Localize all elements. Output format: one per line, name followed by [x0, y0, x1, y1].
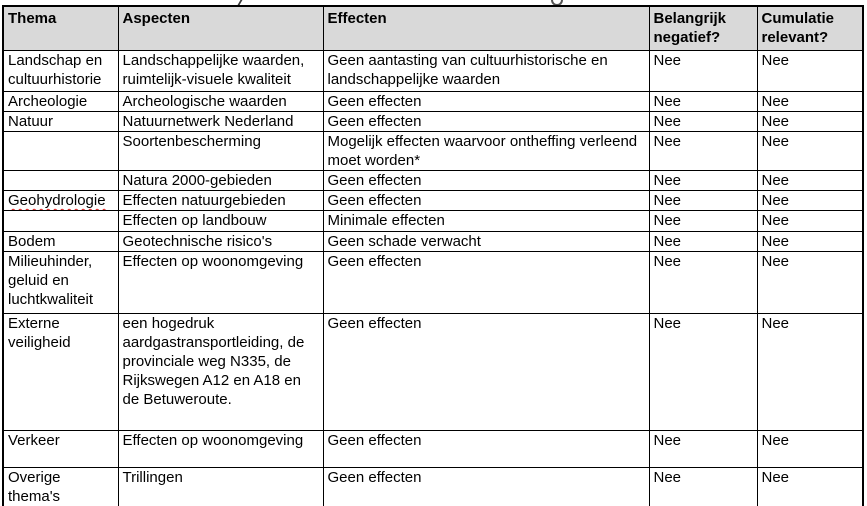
table-header-row: Thema Aspecten Effecten Belangrijk negat…	[2, 5, 864, 51]
cell-cumulatie: Nee	[756, 170, 864, 191]
table-row: Landschap en cultuurhistorie Landschappel…	[2, 50, 864, 92]
cell-aspecten: Effecten op woonomgeving	[117, 430, 324, 468]
cell-belangrijk: Nee	[648, 190, 758, 211]
cell-belangrijk: Nee	[648, 50, 758, 92]
column-header-effecten: Effecten	[322, 5, 650, 51]
cell-aspecten: Effecten op landbouw	[117, 210, 324, 232]
cell-belangrijk: Nee	[648, 210, 758, 232]
cell-aspecten: Effecten op woonomgeving	[117, 251, 324, 314]
cell-thema: Archeologie	[2, 91, 119, 112]
column-header-aspecten: Aspecten	[117, 5, 324, 51]
cell-aspecten: Trillingen	[117, 467, 324, 506]
table-row: Effecten op landbouw Minimale effecten Nee…	[2, 210, 864, 232]
table-row: Archeologie Archeologische waarden Geen ef…	[2, 91, 864, 112]
cell-cumulatie: Nee	[756, 50, 864, 92]
cell-effecten: Geen effecten	[322, 467, 650, 506]
column-header-cumulatie: Cumulatie relevant?	[756, 5, 864, 51]
cell-aspecten: Natura 2000-gebieden	[117, 170, 324, 191]
cell-belangrijk: Nee	[648, 430, 758, 468]
table-row: Bodem Geotechnische risico's Geen schade v…	[2, 231, 864, 252]
cell-aspecten: een hogedruk aardgastransportleiding, de…	[117, 313, 324, 431]
cell-belangrijk: Nee	[648, 131, 758, 171]
cell-thema: Landschap en cultuurhistorie	[2, 50, 119, 92]
cell-thema: Geohydrologie	[2, 190, 119, 211]
table-row: Overige thema's Trillingen Geen effecten Ne…	[2, 467, 864, 506]
cell-effecten: Geen effecten	[322, 251, 650, 314]
cell-belangrijk: Nee	[648, 91, 758, 112]
cell-aspecten: Natuurnetwerk Nederland	[117, 111, 324, 132]
cell-belangrijk: Nee	[648, 467, 758, 506]
cell-belangrijk: Nee	[648, 231, 758, 252]
cell-belangrijk: Nee	[648, 111, 758, 132]
cell-aspecten: Archeologische waarden	[117, 91, 324, 112]
cell-cumulatie: Nee	[756, 190, 864, 211]
cell-thema: Externe veiligheid	[2, 313, 119, 431]
cell-thema	[2, 210, 119, 232]
table-body: Landschap en cultuurhistorie Landschappel…	[2, 50, 864, 506]
spellchecked-word: Geohydrologie	[8, 192, 106, 209]
cell-cumulatie: Nee	[756, 430, 864, 468]
table-row: Externe veiligheid een hogedruk aardgastr…	[2, 313, 864, 431]
cell-aspecten: Geotechnische risico's	[117, 231, 324, 252]
cell-aspecten: Effecten natuurgebieden	[117, 190, 324, 211]
cell-effecten: Geen effecten	[322, 313, 650, 431]
cell-cumulatie: Nee	[756, 91, 864, 112]
cell-thema: Bodem	[2, 231, 119, 252]
cell-effecten: Geen effecten	[322, 430, 650, 468]
cell-cumulatie: Nee	[756, 231, 864, 252]
cell-effecten: Geen effecten	[322, 190, 650, 211]
table-row: Milieuhinder, geluid en luchtkwaliteit Ef…	[2, 251, 864, 314]
effects-summary-table: Thema Aspecten Effecten Belangrijk negat…	[2, 5, 864, 506]
cell-thema: Overige thema's	[2, 467, 119, 506]
cell-effecten: Geen effecten	[322, 111, 650, 132]
cell-thema: Verkeer	[2, 430, 119, 468]
cell-aspecten: Soortenbescherming	[117, 131, 324, 171]
cell-cumulatie: Nee	[756, 467, 864, 506]
cell-effecten: Mogelijk effecten waarvoor ontheffing ve…	[322, 131, 650, 171]
cell-aspecten: Landschappelijke waarden, ruimtelijk-vis…	[117, 50, 324, 92]
cell-cumulatie: Nee	[756, 251, 864, 314]
cell-belangrijk: Nee	[648, 251, 758, 314]
table-row: Verkeer Effecten op woonomgeving Geen effe…	[2, 430, 864, 468]
table-row: Natura 2000-gebieden Geen effecten Nee Nee	[2, 170, 864, 191]
cell-cumulatie: Nee	[756, 210, 864, 232]
cell-effecten: Geen effecten	[322, 91, 650, 112]
cell-thema: Natuur	[2, 111, 119, 132]
cell-belangrijk: Nee	[648, 170, 758, 191]
table-row: Geohydrologie Effecten natuurgebieden Geen…	[2, 190, 864, 211]
cell-effecten: Minimale effecten	[322, 210, 650, 232]
cell-thema	[2, 131, 119, 171]
cell-effecten: Geen schade verwacht	[322, 231, 650, 252]
cell-thema: Milieuhinder, geluid en luchtkwaliteit	[2, 251, 119, 314]
cell-thema	[2, 170, 119, 191]
table-row: Soortenbescherming Mogelijk effecten waar…	[2, 131, 864, 171]
column-header-thema: Thema	[2, 5, 119, 51]
cell-cumulatie: Nee	[756, 111, 864, 132]
cell-effecten: Geen effecten	[322, 170, 650, 191]
cell-effecten: Geen aantasting van cultuurhistorische e…	[322, 50, 650, 92]
cell-cumulatie: Nee	[756, 131, 864, 171]
cell-cumulatie: Nee	[756, 313, 864, 431]
table-row: Natuur Natuurnetwerk Nederland Geen effect…	[2, 111, 864, 132]
column-header-belangrijk: Belangrijk negatief?	[648, 5, 758, 51]
cell-belangrijk: Nee	[648, 313, 758, 431]
